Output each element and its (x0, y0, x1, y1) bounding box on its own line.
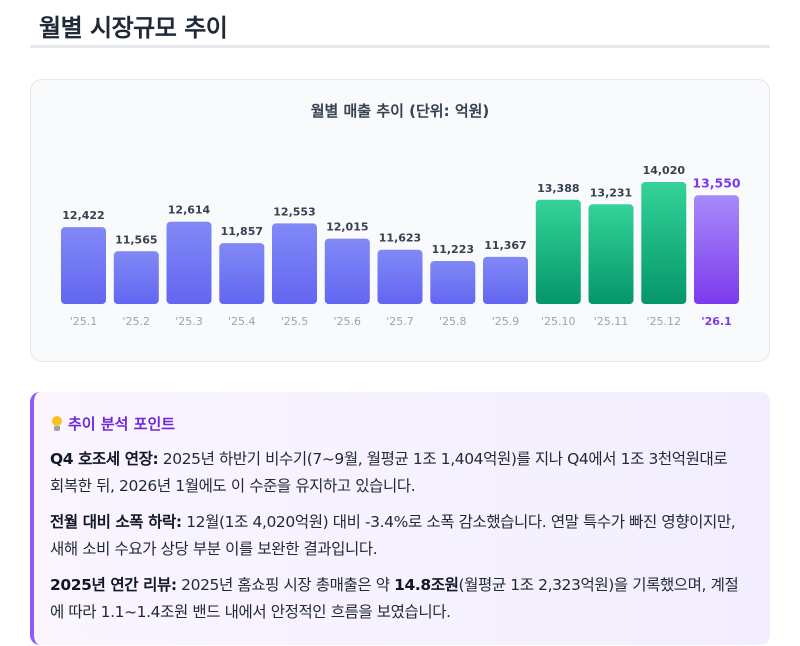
title-divider (30, 45, 770, 48)
insight-paragraph-mom: 전월 대비 소폭 하락: 12월(1조 4,020억원) 대비 -3.4%로 소… (50, 509, 740, 563)
lightbulb-icon (50, 415, 64, 432)
insight-heading-text: 추이 분석 포인트 (68, 415, 176, 433)
insight-mom-text: 12월(1조 4,020억원) 대비 -3.4%로 소폭 감소했습니다. 연말 … (50, 513, 736, 558)
insight-annual-label: 2025년 연간 리뷰: (50, 576, 177, 594)
page-title: 월별 시장규모 추이 (39, 14, 228, 42)
chart-title: 월별 매출 추이 (단위: 억원) (310, 102, 490, 120)
insight-mom-label: 전월 대비 소폭 하락: (50, 513, 182, 531)
insight-annual-text-before: 2025년 홈쇼핑 시장 총매출은 약 (176, 576, 395, 594)
insight-annual-text-after: (월평균 1조 2,323억원)을 기록했으며, 계절에 따라 1.1~1.4조… (50, 576, 739, 621)
insight-annual-highlight: 14.8조원 (394, 576, 459, 594)
insight-heading: 추이 분석 포인트 (50, 413, 175, 434)
insight-paragraph-annual: 2025년 연간 리뷰: 2025년 홈쇼핑 시장 총매출은 약 14.8조원(… (50, 572, 740, 626)
insight-paragraph-q4: Q4 호조세 연장: 2025년 하반기 비수기(7~9월, 월평균 1조 1,… (50, 446, 740, 500)
insight-q4-text: 2025년 하반기 비수기(7~9월, 월평균 1조 1,404억원)를 지나 … (50, 450, 728, 495)
insight-panel (30, 392, 770, 645)
insight-q4-label: Q4 호조세 연장: (50, 450, 159, 468)
chart-card (30, 79, 770, 362)
